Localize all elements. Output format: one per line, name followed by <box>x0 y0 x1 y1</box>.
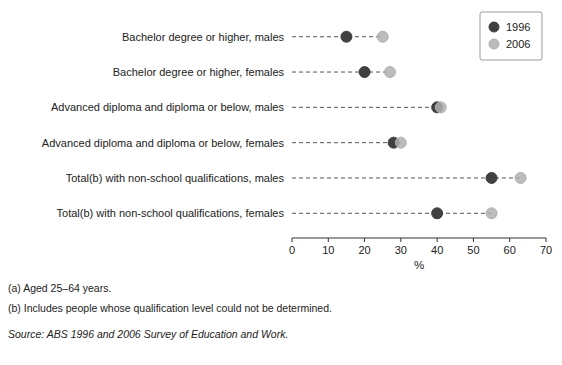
legend: 1996 2006 <box>480 12 542 60</box>
x-tick-label: 0 <box>289 244 295 256</box>
dot <box>341 31 352 42</box>
guide-line <box>292 213 492 214</box>
guide-line <box>292 72 390 73</box>
x-tick <box>473 238 474 242</box>
x-tick <box>400 238 401 242</box>
dot <box>395 137 406 148</box>
x-tick <box>509 238 510 242</box>
category-label: Total(b) with non-school qualifications,… <box>57 207 285 219</box>
category-label: Bachelor degree or higher, males <box>122 31 285 43</box>
dot <box>432 208 443 219</box>
x-tick <box>364 238 365 242</box>
legend-marker <box>489 39 499 49</box>
legend-label: 1996 <box>506 21 530 33</box>
dot <box>377 31 388 42</box>
x-tick-label: 30 <box>395 244 407 256</box>
guide-line <box>292 142 401 143</box>
category-label: Total(b) with non-school qualifications,… <box>66 172 285 184</box>
dot <box>486 172 497 183</box>
x-tick-label: 50 <box>467 244 479 256</box>
x-axis-label: % <box>414 259 424 271</box>
guide-line <box>292 107 441 108</box>
legend-label: 2006 <box>506 38 530 50</box>
legend-marker <box>489 22 499 32</box>
dot <box>384 67 395 78</box>
annotation: Source: ABS 1996 and 2006 Survey of Educ… <box>8 328 288 340</box>
annotation: (a) Aged 25–64 years. <box>8 282 111 294</box>
x-tick <box>328 238 329 242</box>
x-tick <box>292 238 293 242</box>
category-label: Advanced diploma and diploma or below, m… <box>51 101 284 113</box>
category-label: Bachelor degree or higher, females <box>113 66 285 78</box>
annotation: (b) Includes people whose qualification … <box>8 302 332 314</box>
dot <box>435 102 446 113</box>
category-label: Advanced diploma and diploma or below, f… <box>42 137 285 149</box>
x-tick <box>437 238 438 242</box>
dot <box>486 208 497 219</box>
chart: 0 10 20 30 40 50 60 70% Bachelor degree or highe… <box>0 0 562 365</box>
x-tick-label: 40 <box>431 244 443 256</box>
x-tick-label: 60 <box>504 244 516 256</box>
legend-frame <box>480 12 542 60</box>
dot <box>515 172 526 183</box>
x-tick-label: 10 <box>322 244 334 256</box>
x-axis-line <box>292 238 546 239</box>
dot <box>359 67 370 78</box>
x-tick-label: 20 <box>358 244 370 256</box>
x-tick <box>546 238 547 242</box>
guide-line <box>292 36 383 37</box>
x-tick-label: 70 <box>540 244 552 256</box>
